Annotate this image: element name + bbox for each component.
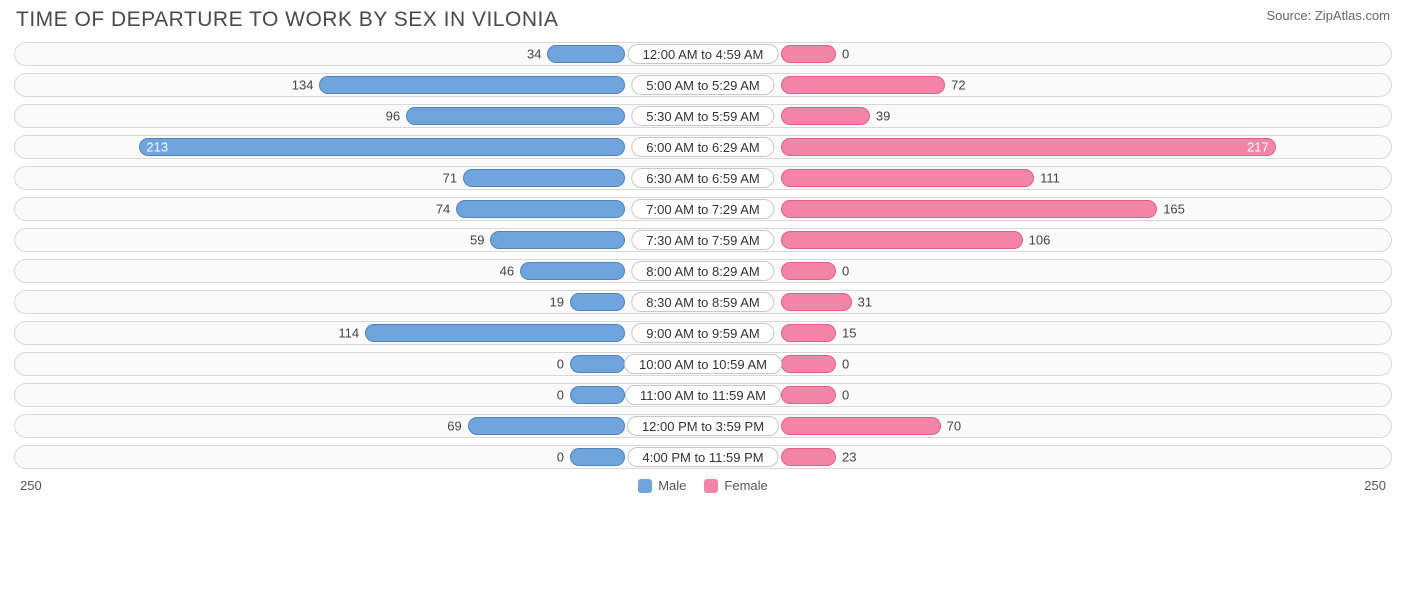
male-bar [468, 417, 625, 435]
female-bar [781, 448, 836, 466]
female-value: 165 [1163, 202, 1185, 217]
chart-row: 8:00 AM to 8:29 AM 46 0 [14, 259, 1392, 283]
axis-max-right: 250 [1364, 478, 1386, 493]
row-category-label: 4:00 PM to 11:59 PM [627, 447, 778, 467]
male-value: 34 [527, 47, 541, 62]
axis-max-left: 250 [20, 478, 42, 493]
male-value: 69 [447, 419, 461, 434]
female-bar [781, 293, 852, 311]
female-value: 15 [842, 326, 856, 341]
legend-swatch [638, 479, 652, 493]
female-bar [781, 76, 945, 94]
male-value: 19 [550, 295, 564, 310]
male-value: 0 [557, 388, 564, 403]
male-value: 134 [292, 78, 314, 93]
male-bar [520, 262, 625, 280]
female-value: 111 [1040, 171, 1060, 186]
legend-label: Female [724, 478, 767, 493]
chart-row: 7:30 AM to 7:59 AM 59 106 [14, 228, 1392, 252]
female-bar [781, 355, 836, 373]
male-value: 0 [557, 357, 564, 372]
male-bar [547, 45, 625, 63]
male-bar [570, 293, 625, 311]
row-category-label: 12:00 AM to 4:59 AM [628, 44, 779, 64]
female-bar [781, 200, 1157, 218]
male-bar [490, 231, 625, 249]
male-value: 74 [436, 202, 450, 217]
female-value: 72 [951, 78, 965, 93]
row-category-label: 10:00 AM to 10:59 AM [624, 354, 782, 374]
chart-title: TIME OF DEPARTURE TO WORK BY SEX IN VILO… [16, 8, 558, 32]
chart-row: 7:00 AM to 7:29 AM 74 165 [14, 197, 1392, 221]
female-value: 106 [1029, 233, 1051, 248]
female-value: 0 [842, 388, 849, 403]
chart-row: 12:00 PM to 3:59 PM 69 70 [14, 414, 1392, 438]
female-bar [781, 107, 870, 125]
row-category-label: 6:00 AM to 6:29 AM [631, 137, 774, 157]
chart-footer: 250 Male Female 250 [14, 476, 1392, 493]
chart-row: 9:00 AM to 9:59 AM 114 15 [14, 321, 1392, 345]
chart-row: 10:00 AM to 10:59 AM 0 0 [14, 352, 1392, 376]
row-category-label: 7:30 AM to 7:59 AM [631, 230, 774, 250]
row-category-label: 5:30 AM to 5:59 AM [631, 106, 774, 126]
male-bar [365, 324, 625, 342]
female-value: 70 [947, 419, 961, 434]
female-bar [781, 324, 836, 342]
male-bar: 213 [139, 138, 625, 156]
female-value: 39 [876, 109, 890, 124]
female-bar [781, 386, 836, 404]
female-bar [781, 231, 1023, 249]
male-bar [570, 448, 625, 466]
male-bar [463, 169, 625, 187]
female-bar [781, 45, 836, 63]
row-category-label: 9:00 AM to 9:59 AM [631, 323, 774, 343]
legend-label: Male [658, 478, 686, 493]
legend-item: Male [638, 478, 686, 493]
chart-header: TIME OF DEPARTURE TO WORK BY SEX IN VILO… [14, 8, 1392, 32]
row-category-label: 12:00 PM to 3:59 PM [627, 416, 779, 436]
chart-row: 6:30 AM to 6:59 AM 71 111 [14, 166, 1392, 190]
male-value: 213 [146, 140, 168, 155]
female-value: 0 [842, 357, 849, 372]
male-value: 46 [500, 264, 514, 279]
row-category-label: 5:00 AM to 5:29 AM [631, 75, 774, 95]
female-bar: 217 [781, 138, 1276, 156]
chart-area: 12:00 AM to 4:59 AM 34 0 5:00 AM to 5:29 AM… [14, 42, 1392, 469]
male-bar [456, 200, 625, 218]
male-value: 114 [338, 326, 359, 341]
chart-row: 12:00 AM to 4:59 AM 34 0 [14, 42, 1392, 66]
male-bar [406, 107, 625, 125]
female-value: 31 [858, 295, 872, 310]
chart-row: 5:30 AM to 5:59 AM 96 39 [14, 104, 1392, 128]
chart-row: 11:00 AM to 11:59 AM 0 0 [14, 383, 1392, 407]
female-bar [781, 262, 836, 280]
male-bar [570, 386, 625, 404]
male-value: 59 [470, 233, 484, 248]
male-value: 0 [557, 450, 564, 465]
row-category-label: 11:00 AM to 11:59 AM [625, 385, 781, 405]
male-bar [570, 355, 625, 373]
female-bar [781, 417, 941, 435]
legend-swatch [704, 479, 718, 493]
female-bar [781, 169, 1034, 187]
male-value: 96 [386, 109, 400, 124]
row-category-label: 8:00 AM to 8:29 AM [631, 261, 774, 281]
chart-legend: Male Female [638, 478, 768, 493]
female-value: 23 [842, 450, 856, 465]
female-value: 217 [1247, 140, 1269, 155]
male-bar [319, 76, 625, 94]
female-value: 0 [842, 264, 849, 279]
row-category-label: 8:30 AM to 8:59 AM [631, 292, 774, 312]
legend-item: Female [704, 478, 767, 493]
chart-row: 5:00 AM to 5:29 AM 134 72 [14, 73, 1392, 97]
row-category-label: 6:30 AM to 6:59 AM [631, 168, 774, 188]
row-category-label: 7:00 AM to 7:29 AM [631, 199, 774, 219]
male-value: 71 [443, 171, 457, 186]
female-value: 0 [842, 47, 849, 62]
chart-row: 8:30 AM to 8:59 AM 19 31 [14, 290, 1392, 314]
chart-source: Source: ZipAtlas.com [1266, 8, 1390, 23]
chart-row: 6:00 AM to 6:29 AM 213 217 [14, 135, 1392, 159]
chart-row: 4:00 PM to 11:59 PM 0 23 [14, 445, 1392, 469]
